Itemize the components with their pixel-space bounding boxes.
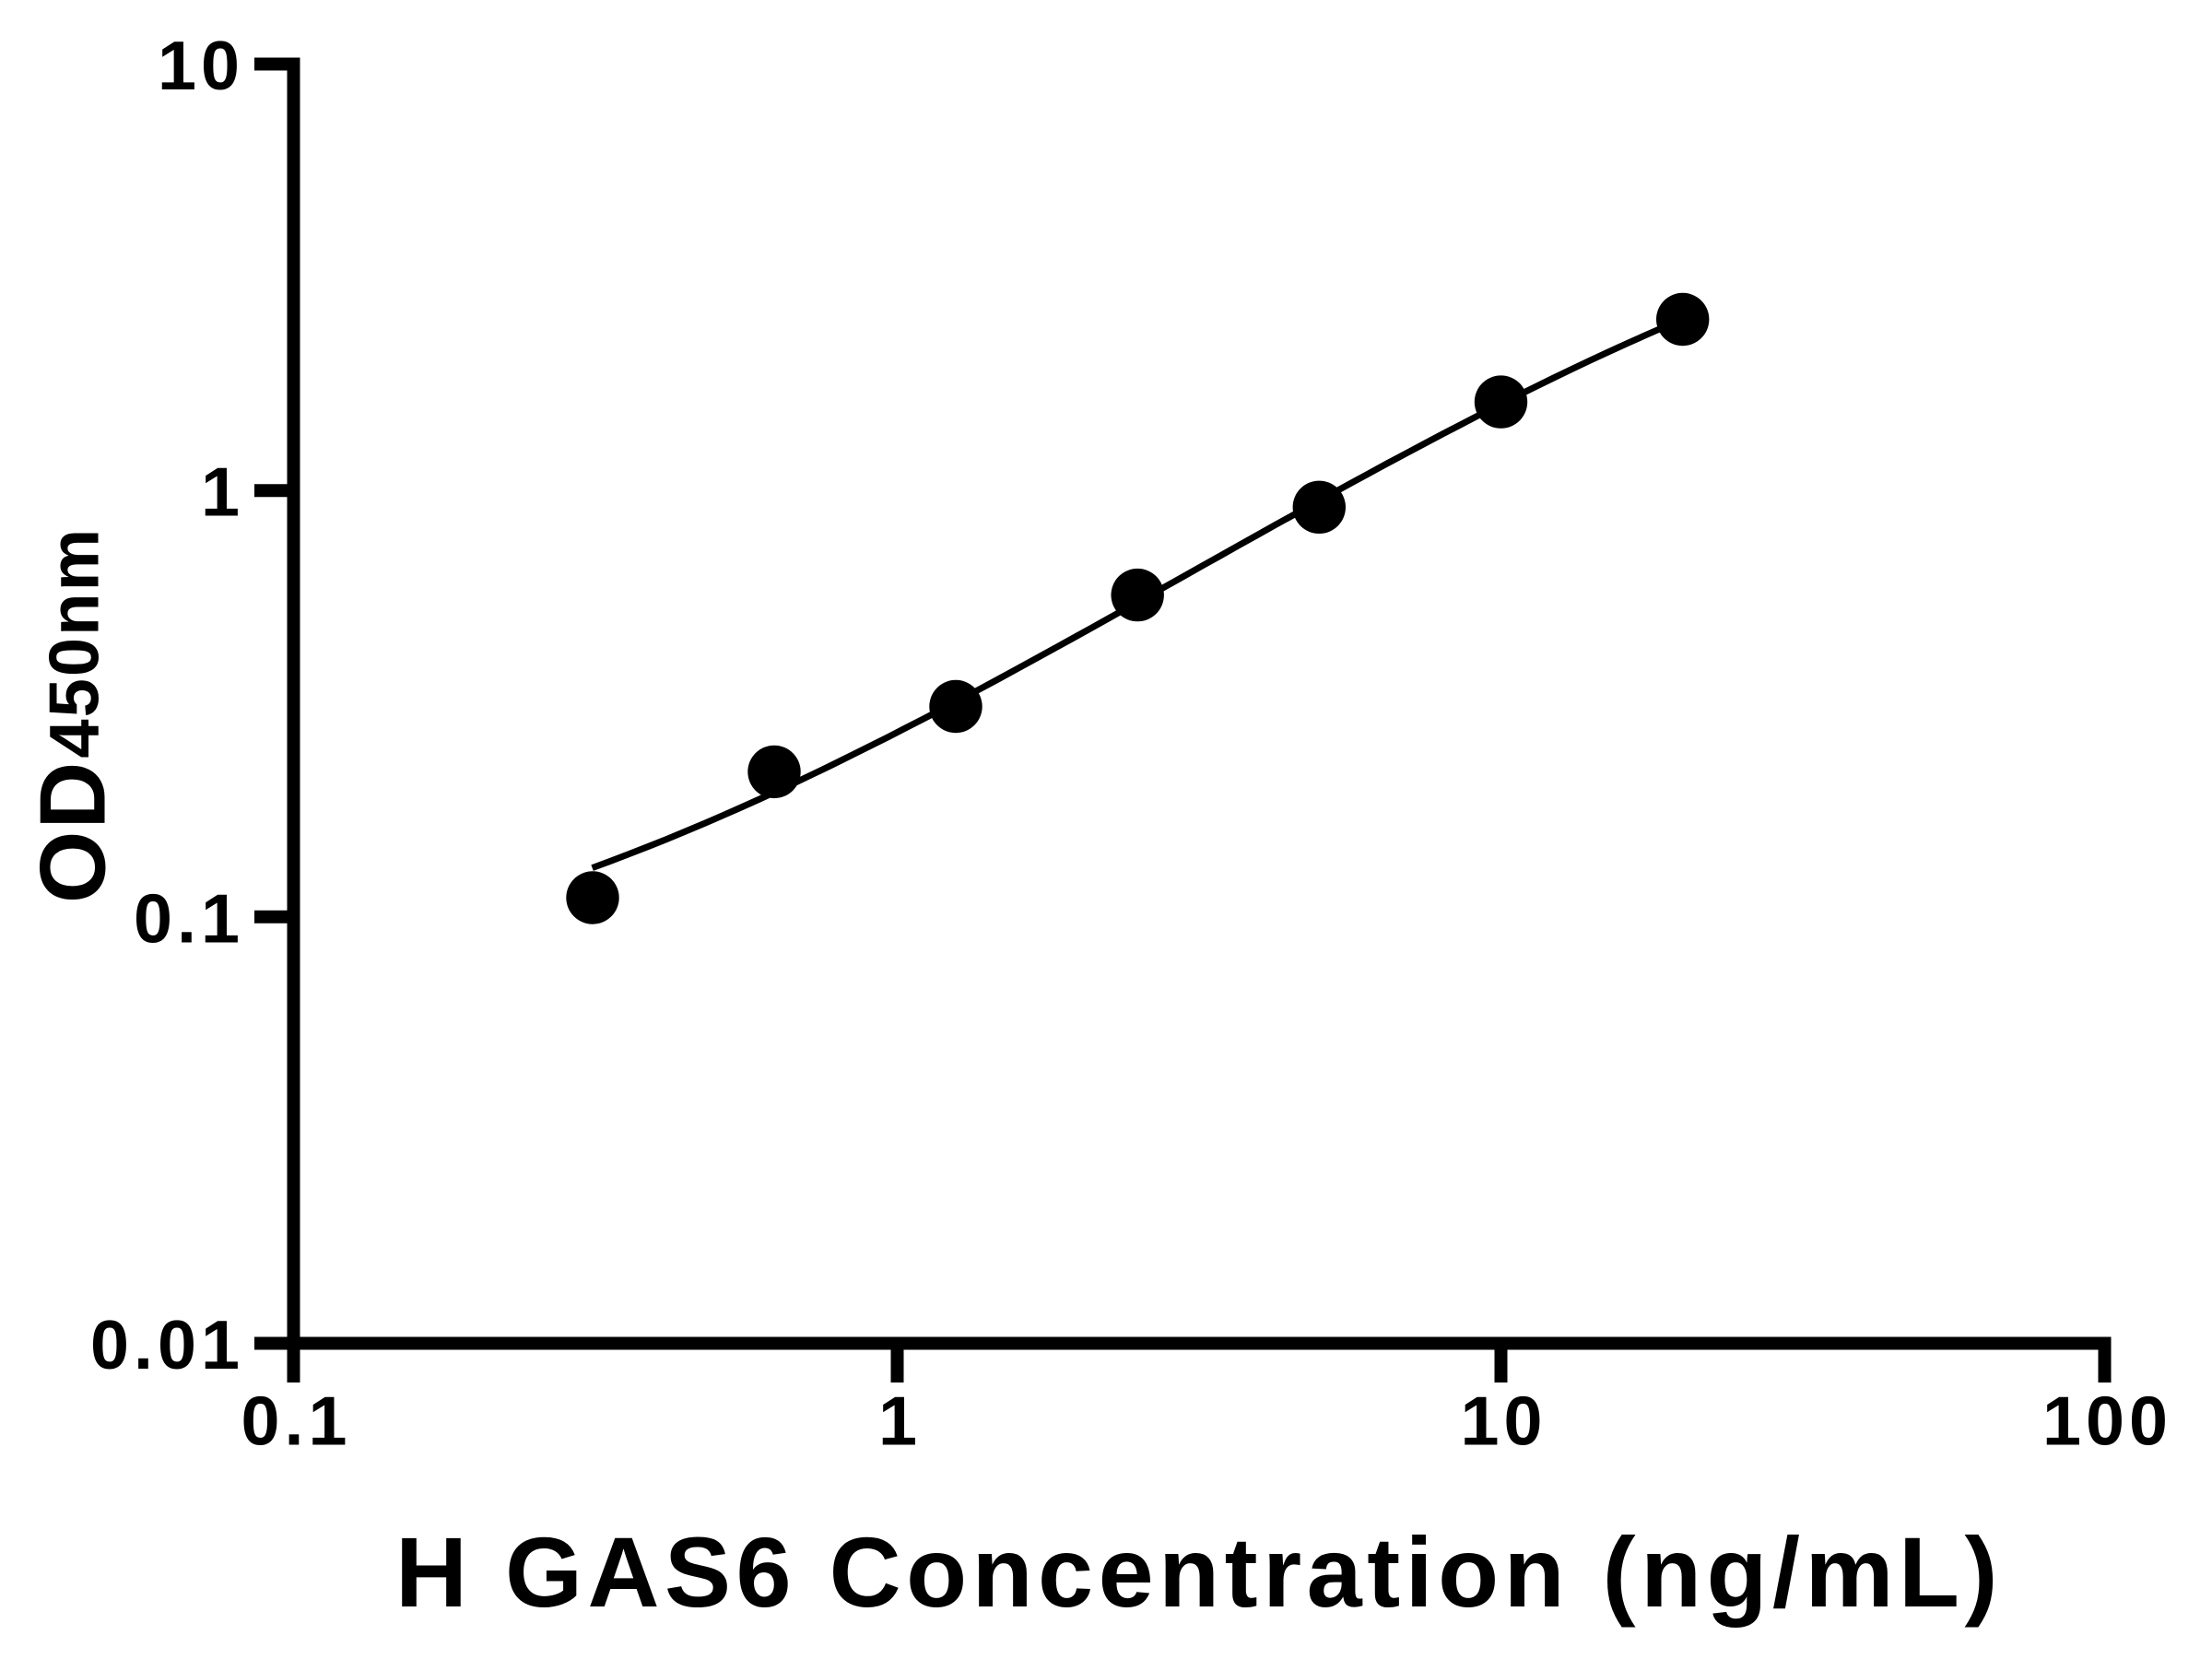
- svg-text:OD450nm: OD450nm: [22, 527, 125, 903]
- svg-text:1: 1: [878, 1382, 922, 1460]
- svg-text:10: 10: [158, 27, 244, 104]
- svg-text:1: 1: [201, 453, 244, 531]
- svg-text:0.1: 0.1: [241, 1382, 352, 1460]
- svg-text:0.01: 0.01: [90, 1306, 244, 1383]
- svg-text:H GAS6 Concentration (ng/mL): H GAS6 Concentration (ng/mL): [395, 1516, 2003, 1628]
- svg-text:0.1: 0.1: [134, 879, 244, 957]
- svg-text:100: 100: [2042, 1382, 2172, 1460]
- svg-text:10: 10: [1461, 1382, 1547, 1460]
